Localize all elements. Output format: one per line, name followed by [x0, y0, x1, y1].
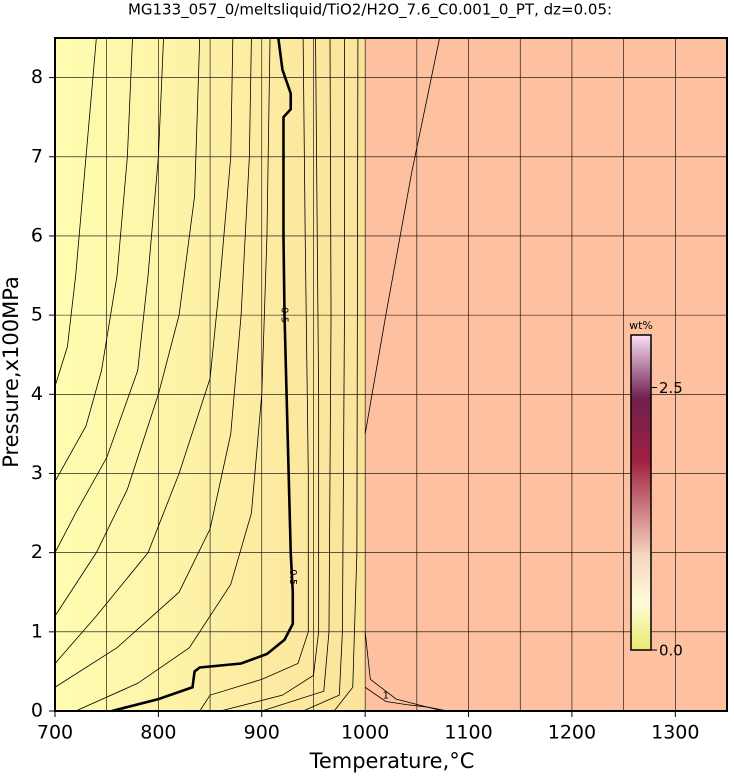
contour-line	[54, 37, 252, 688]
contour-label: 0.5	[287, 569, 298, 585]
masked-region	[365, 38, 727, 711]
y-tick-label: 0	[31, 700, 43, 722]
y-tick-label: 4	[31, 383, 43, 405]
colorbar	[630, 334, 652, 651]
contour-label: 1	[383, 690, 389, 701]
colorbar-tick-label: 2.5	[659, 379, 683, 397]
contour-line	[111, 37, 295, 713]
y-tick-label: 3	[31, 462, 43, 484]
contour-line	[54, 37, 97, 387]
contour-line	[54, 37, 133, 482]
colorbar-label: wt%	[629, 319, 653, 332]
contour-line	[220, 37, 320, 712]
contour-line	[333, 37, 359, 712]
colorbar-tick-label: 0.0	[659, 642, 683, 660]
y-tick-label: 8	[31, 66, 43, 88]
contour-line	[54, 37, 234, 664]
x-tick-label: 700	[37, 722, 73, 744]
chart-title: MG133_057_0/meltsliquid/TiO2/H2O_7.6_C0.…	[128, 1, 612, 20]
contour-line	[364, 631, 443, 712]
x-tick-label: 800	[140, 722, 176, 744]
x-tick-label: 900	[244, 722, 280, 744]
y-tick-label: 1	[31, 620, 43, 642]
contour-line	[364, 686, 448, 712]
y-tick-label: 7	[31, 145, 43, 167]
x-tick-label: 1200	[548, 722, 596, 744]
y-tick-label: 6	[31, 224, 43, 246]
y-axis-label: Pressure,x100MPa	[0, 276, 23, 468]
plot-frame	[54, 37, 728, 712]
x-tick-label: 1000	[341, 722, 389, 744]
x-tick-label: 1100	[444, 722, 492, 744]
y-tick-label: 5	[31, 304, 43, 326]
x-axis-label: Temperature,°C	[309, 749, 475, 773]
contour-line	[75, 37, 271, 712]
contour-line	[199, 37, 309, 712]
x-tick-label: 1300	[651, 722, 699, 744]
y-tick-label: 2	[31, 541, 43, 563]
contour-line	[364, 37, 440, 434]
